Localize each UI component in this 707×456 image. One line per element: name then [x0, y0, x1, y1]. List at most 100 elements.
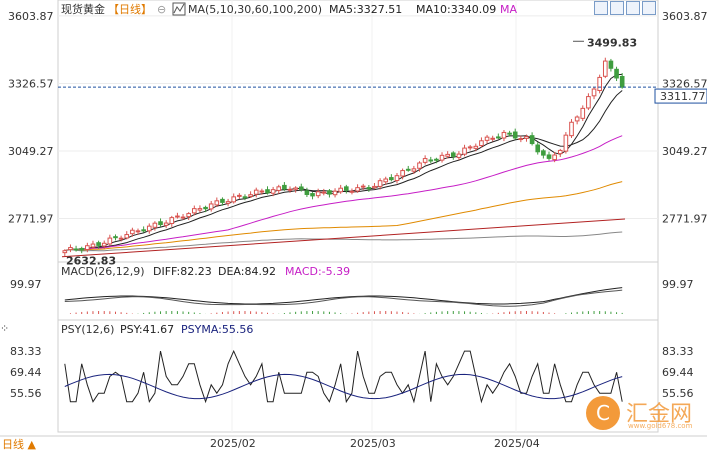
zoom-in-icon[interactable]	[610, 1, 624, 15]
candle	[287, 186, 293, 193]
candle-body	[552, 154, 557, 161]
candle-body	[490, 137, 496, 140]
candle	[524, 134, 529, 142]
candle-body	[287, 188, 293, 191]
crosshair-icon[interactable]	[594, 1, 608, 15]
candle	[546, 151, 552, 161]
candle-body	[349, 190, 355, 193]
candles	[62, 57, 625, 257]
psy-tick-right: 83.33	[662, 345, 694, 358]
ma-line	[64, 135, 623, 252]
candle-body	[90, 243, 96, 248]
settings-icon[interactable]: ⊖	[157, 3, 166, 16]
candle	[619, 73, 625, 89]
candle	[146, 223, 152, 234]
candle	[512, 128, 518, 140]
ma-toggle-icon[interactable]	[172, 2, 186, 16]
candle-body	[338, 187, 343, 193]
current-price-tag	[654, 88, 707, 104]
candle	[338, 184, 343, 194]
candle-body	[591, 88, 597, 97]
candle	[417, 161, 422, 172]
candle-body	[298, 186, 304, 190]
candle	[282, 182, 287, 191]
candle-body	[445, 153, 450, 157]
candle	[411, 165, 417, 174]
candle	[372, 183, 377, 190]
candle	[214, 197, 220, 207]
candle	[450, 151, 456, 160]
x-tick-label: 2025/02	[210, 437, 256, 450]
candle-body	[597, 76, 602, 91]
candle-body	[237, 194, 242, 197]
tick-labels: 3603.87 3603.87 3326.57 3326.57 3049.27 3049.…	[8, 10, 707, 450]
candle-body	[462, 147, 467, 155]
ma-lines	[61, 73, 626, 258]
candle-body	[400, 170, 405, 177]
candle-body	[602, 60, 608, 77]
candle	[327, 189, 332, 198]
candle	[405, 165, 411, 172]
candle	[586, 93, 591, 111]
candle-body	[124, 234, 130, 239]
watermark-logo-icon: C	[586, 396, 620, 430]
candle-body	[96, 242, 101, 246]
candle	[73, 245, 79, 252]
candle-body	[372, 185, 377, 189]
psy-value: PSY:41.67	[120, 323, 174, 336]
candle	[253, 187, 259, 198]
fullscreen-icon[interactable]	[642, 1, 656, 15]
candle	[203, 205, 208, 213]
candle-body	[614, 68, 619, 79]
ma-line	[64, 181, 623, 252]
candle-body	[282, 184, 287, 190]
candle-body	[315, 191, 321, 197]
candle	[518, 135, 524, 143]
period-label[interactable]: 【日线】	[108, 2, 152, 16]
macd-dea-line	[64, 289, 623, 307]
zoom-out-icon[interactable]	[626, 1, 640, 15]
candle	[152, 221, 158, 231]
candle-body	[422, 158, 428, 163]
psy-tick-left: 83.33	[10, 345, 42, 358]
ma-line	[64, 90, 623, 252]
candle-body	[169, 217, 175, 224]
candle	[462, 144, 467, 157]
candle	[355, 184, 360, 193]
candle	[428, 156, 434, 164]
psy-tick-left: 55.56	[10, 387, 42, 400]
candle-body	[569, 121, 574, 137]
candle	[456, 151, 462, 161]
candle	[276, 184, 282, 194]
candle	[130, 227, 135, 237]
candle	[197, 205, 203, 213]
y-tick-right: 3049.27	[662, 145, 707, 158]
candle	[366, 185, 372, 192]
drag-handle-icon[interactable]: ⁘	[0, 322, 9, 335]
candle-body	[541, 150, 546, 156]
candle	[349, 188, 355, 195]
candle-body	[68, 247, 73, 251]
candle-body	[242, 196, 248, 199]
period-switch-button[interactable]: 日线 ▲	[2, 437, 36, 451]
candle	[383, 176, 389, 186]
candle-body	[405, 168, 411, 171]
candle	[580, 105, 586, 122]
candle-body	[85, 245, 90, 250]
macd-params: MACD(26,12,9)	[61, 265, 145, 278]
candle-body	[175, 215, 180, 218]
candle	[490, 135, 496, 142]
candle	[608, 58, 614, 72]
candle	[158, 218, 163, 227]
candle	[434, 157, 439, 164]
candle-body	[321, 191, 327, 194]
candle-body	[107, 237, 113, 245]
candle	[169, 215, 175, 227]
candle-body	[473, 145, 479, 149]
candle	[422, 155, 428, 165]
candle	[557, 148, 563, 158]
candle	[191, 205, 197, 216]
candle	[135, 228, 141, 235]
candle	[225, 198, 231, 207]
